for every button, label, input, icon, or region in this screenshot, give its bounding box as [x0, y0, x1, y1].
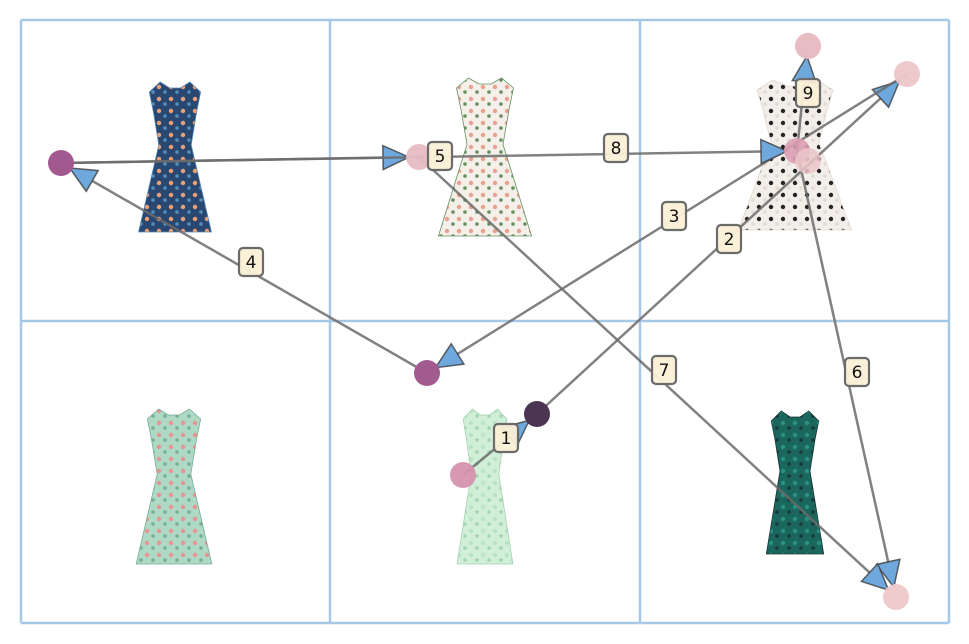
- step-labels: 1 2 3 4 5 6 7 8 9: [237, 77, 871, 454]
- step-label-text: 6: [852, 363, 863, 383]
- step-label-8: 8: [602, 132, 630, 164]
- step-label-text: 8: [611, 139, 622, 159]
- dress-geometric-print-icon[interactable]: [138, 81, 212, 233]
- step-label-text: 9: [803, 84, 814, 104]
- step-label-text: 4: [246, 253, 257, 273]
- grid-lines: [19, 18, 951, 625]
- dress-mint-floral-wrap-icon[interactable]: [135, 408, 213, 565]
- path-node-1: [524, 401, 550, 427]
- step-label-5: 5: [426, 140, 454, 172]
- step-label-text: 1: [501, 429, 512, 449]
- path-node-9: [795, 148, 821, 174]
- step-label-text: 2: [724, 230, 735, 250]
- step-label-2: 2: [715, 223, 743, 255]
- path-node-0: [450, 462, 476, 488]
- path-node-5: [406, 144, 432, 170]
- step-label-3: 3: [660, 200, 688, 232]
- dress-teal-leopard-icon[interactable]: [765, 410, 825, 555]
- step-label-1: 1: [492, 422, 520, 454]
- path-node-8: [795, 33, 821, 59]
- path-node-2: [894, 61, 920, 87]
- path-nodes: [48, 33, 920, 610]
- step-label-6: 6: [843, 356, 871, 388]
- step-label-text: 5: [435, 147, 446, 167]
- path-node-3: [414, 360, 440, 386]
- step-label-4: 4: [237, 246, 265, 278]
- step-label-text: 7: [659, 361, 670, 381]
- step-label-9: 9: [794, 77, 822, 109]
- path-node-6: [883, 584, 909, 610]
- path-node-4: [48, 150, 74, 176]
- step-label-text: 3: [669, 207, 680, 227]
- step-label-7: 7: [650, 354, 678, 386]
